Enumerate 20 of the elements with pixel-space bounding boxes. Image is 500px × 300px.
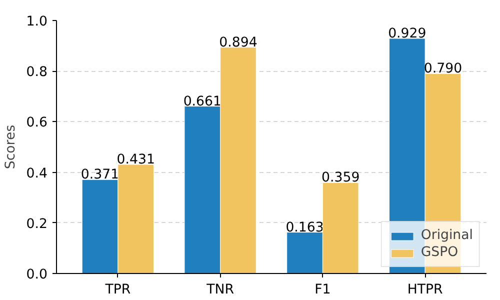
- data-label: 0.359: [322, 170, 360, 186]
- x-tick-label: TNR: [206, 282, 234, 298]
- y-tick-label: 0.2: [26, 216, 48, 232]
- data-label: 0.894: [219, 35, 258, 50]
- data-label: 0.431: [116, 152, 155, 168]
- legend-label: GSPO: [420, 245, 458, 260]
- y-tick-label: 0.6: [26, 116, 48, 131]
- y-tick-label: 0.4: [26, 166, 48, 182]
- y-axis-title: Scores: [3, 124, 18, 170]
- y-tick-label: 0.0: [26, 268, 48, 282]
- y-tick-label: 1.0: [26, 14, 48, 30]
- data-label: 0.929: [388, 26, 426, 42]
- data-label: 0.371: [80, 168, 120, 183]
- y-tick-label: 0.8: [26, 65, 48, 80]
- data-label: 0.163: [286, 220, 324, 236]
- x-tick-label: F1: [314, 282, 331, 298]
- x-tick-label: HTPR: [407, 282, 443, 298]
- data-label: 0.661: [183, 94, 222, 110]
- x-tick-label: TPR: [104, 282, 131, 298]
- legend-label: Original: [420, 228, 473, 243]
